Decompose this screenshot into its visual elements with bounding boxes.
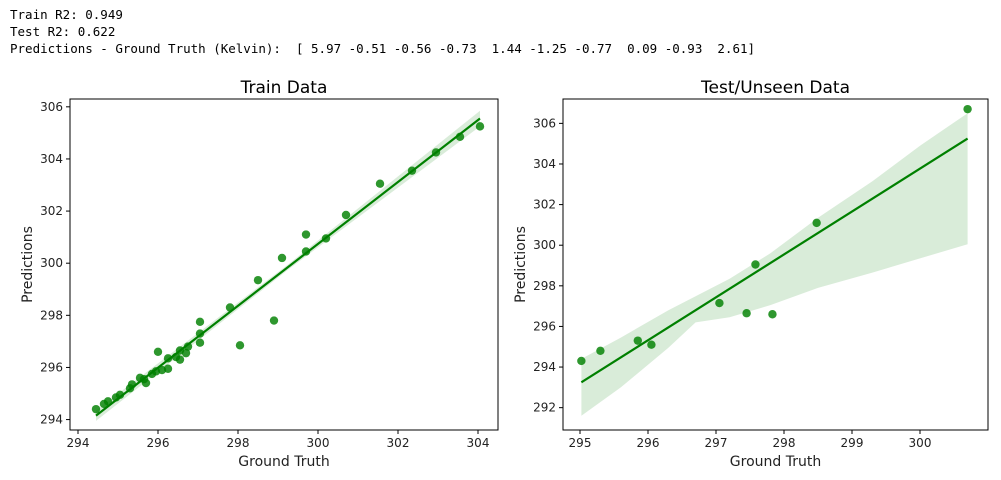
data-point xyxy=(277,253,287,263)
plot-frame xyxy=(69,98,499,431)
data-point xyxy=(195,338,205,347)
data-point xyxy=(475,122,485,131)
chart-2: 295 296 297 298 299 300 292 294 296 298 300 302 304 3… xyxy=(513,78,989,470)
data-point xyxy=(375,179,385,188)
train-r2-text: Train R2: 0.949 xyxy=(10,7,123,22)
chart-title: Train Data xyxy=(240,78,328,98)
test-r2-text: Test R2: 0.622 xyxy=(10,24,116,39)
x-tick-label: 299 xyxy=(841,436,864,450)
data-point xyxy=(431,148,441,157)
chart-title: Test/Unseen Data xyxy=(700,78,850,98)
data-point xyxy=(153,347,163,357)
y-tick-label: 302 xyxy=(533,198,556,212)
y-axis-label: Predictions xyxy=(513,226,529,303)
x-axis-label: Ground Truth xyxy=(238,454,329,470)
x-tick-label: 304 xyxy=(467,436,490,450)
x-tick-label: 295 xyxy=(569,436,592,450)
chart-1: 294 296 298 300 302 304 294 296 298 300 302 304 306 T… xyxy=(20,78,499,470)
y-tick-label: 306 xyxy=(533,116,556,130)
data-point xyxy=(768,310,777,319)
plot-frame xyxy=(562,98,989,431)
y-tick-label: 294 xyxy=(533,360,556,374)
x-tick-label: 297 xyxy=(705,436,728,450)
data-point xyxy=(596,346,605,356)
y-axis-label: Predictions xyxy=(20,226,36,303)
data-point xyxy=(341,210,351,220)
y-tick-label: 292 xyxy=(533,401,556,415)
data-point xyxy=(141,378,151,388)
console-output: Train R2: 0.949 Test R2: 0.622 Predictions… xyxy=(10,6,755,57)
y-tick-label: 298 xyxy=(533,279,556,293)
data-point xyxy=(91,404,101,414)
data-point xyxy=(963,104,972,114)
x-tick-label: 298 xyxy=(227,436,250,450)
x-tick-label: 294 xyxy=(67,436,90,450)
data-point xyxy=(577,356,586,366)
y-tick-label: 304 xyxy=(533,157,556,171)
data-point xyxy=(195,317,205,327)
x-tick-label: 296 xyxy=(147,436,170,450)
data-point xyxy=(115,390,125,400)
confidence-band xyxy=(581,113,968,416)
data-point xyxy=(301,230,311,239)
y-tick-label: 300 xyxy=(40,256,63,270)
y-tick-label: 304 xyxy=(40,152,63,166)
x-tick-label: 302 xyxy=(387,436,410,450)
x-tick-label: 300 xyxy=(909,436,932,450)
data-point xyxy=(455,132,465,141)
data-point xyxy=(235,341,245,350)
data-point xyxy=(183,342,193,351)
regression-line xyxy=(580,137,969,384)
data-point xyxy=(163,364,173,373)
data-point xyxy=(633,336,642,345)
data-point xyxy=(225,303,235,312)
data-point xyxy=(321,234,331,243)
x-tick-label: 298 xyxy=(773,436,796,450)
prediction-diff-text: Predictions - Ground Truth (Kelvin): [ 5… xyxy=(10,41,756,56)
y-tick-label: 300 xyxy=(533,238,556,252)
data-point xyxy=(269,316,279,325)
data-point xyxy=(647,340,656,349)
data-point xyxy=(407,166,417,175)
data-point xyxy=(715,298,724,308)
data-point xyxy=(253,275,263,285)
y-tick-label: 298 xyxy=(40,308,63,322)
data-point xyxy=(301,247,311,256)
data-point xyxy=(175,355,185,364)
data-point xyxy=(103,397,113,406)
y-tick-label: 302 xyxy=(40,204,63,218)
data-point xyxy=(812,218,821,228)
data-point xyxy=(742,309,751,318)
data-point xyxy=(163,354,173,363)
data-point xyxy=(127,380,137,389)
y-tick-label: 294 xyxy=(40,413,63,427)
y-tick-label: 296 xyxy=(533,319,556,333)
data-point xyxy=(751,260,760,269)
data-point xyxy=(181,348,191,358)
x-tick-label: 300 xyxy=(307,436,330,450)
x-tick-label: 296 xyxy=(637,436,660,450)
y-tick-label: 296 xyxy=(40,360,63,374)
y-tick-label: 306 xyxy=(40,100,63,114)
regression-line xyxy=(95,117,481,417)
x-axis-label: Ground Truth xyxy=(730,454,821,470)
data-point xyxy=(195,329,205,338)
